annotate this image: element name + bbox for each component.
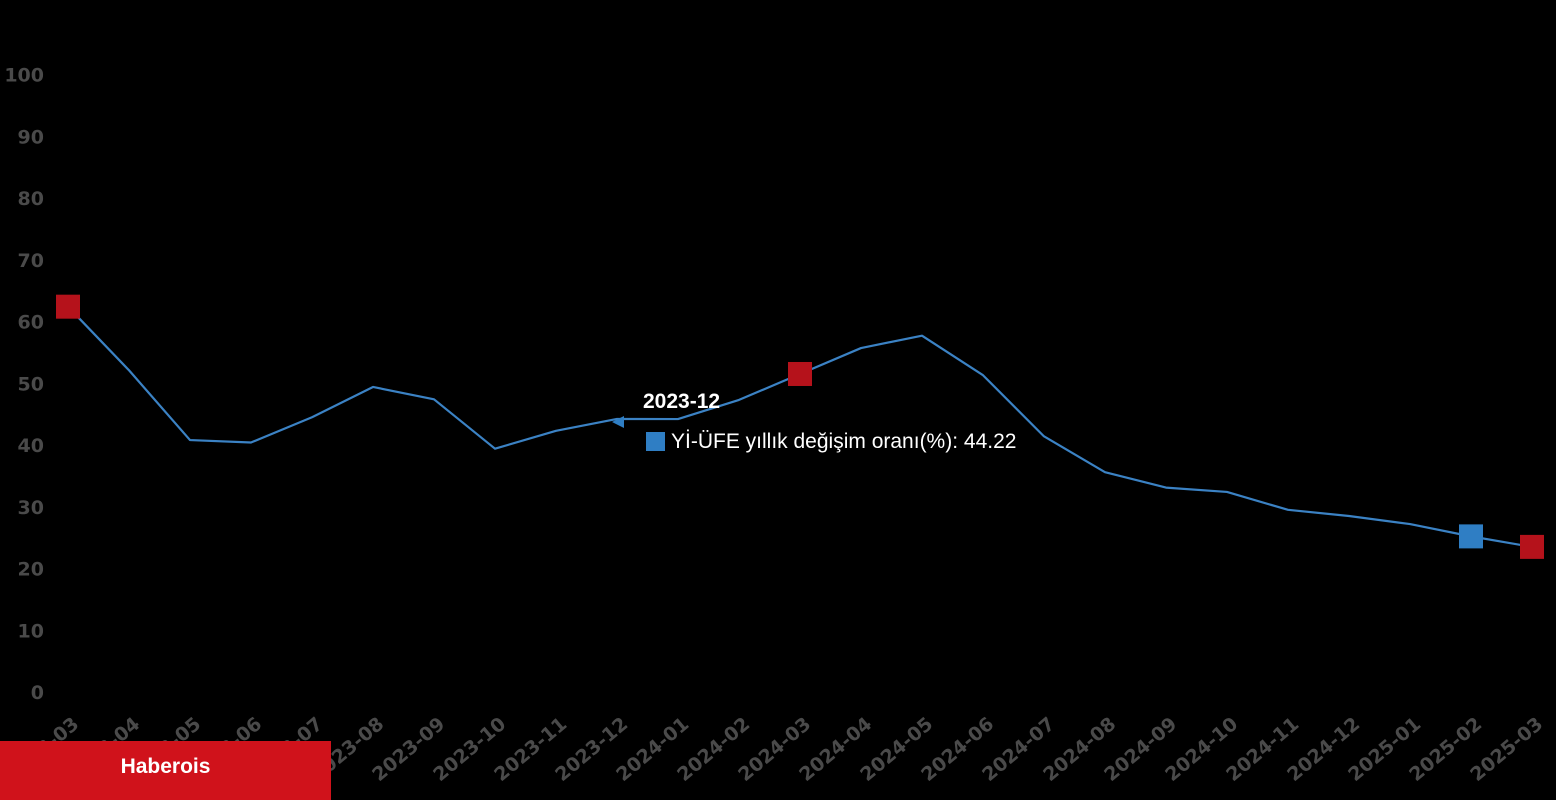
- y-tick-label: 10: [18, 620, 44, 642]
- y-tick-label: 90: [18, 126, 44, 148]
- series-layer: [67, 305, 1533, 548]
- y-tick-label: 30: [18, 497, 44, 519]
- series-marker[interactable]: [788, 361, 812, 386]
- tooltip: 2023-12 Yİ-ÜFE yıllık değişim oranı(%): …: [612, 390, 1016, 453]
- tooltip-pointer: [612, 416, 624, 428]
- y-tick-label: 50: [18, 373, 44, 395]
- tooltip-series-text: Yİ-ÜFE yıllık değişim oranı(%): 44.22: [671, 430, 1016, 453]
- marker-layer: [56, 294, 1544, 559]
- y-tick-label: 40: [18, 435, 44, 457]
- series-line: [67, 305, 1533, 548]
- series-marker[interactable]: [56, 294, 80, 319]
- y-tick-label: 80: [18, 188, 44, 210]
- tooltip-title: 2023-12: [643, 390, 720, 413]
- series-marker[interactable]: [1459, 524, 1483, 549]
- y-tick-label: 0: [31, 682, 44, 704]
- brand-badge[interactable]: Haberois: [0, 741, 331, 800]
- series-marker[interactable]: [1520, 534, 1544, 559]
- brand-label: Haberois: [120, 755, 211, 778]
- y-tick-label: 70: [18, 250, 44, 272]
- tooltip-series-swatch: [646, 432, 665, 451]
- y-tick-label: 20: [18, 559, 44, 581]
- y-tick-label: 60: [18, 312, 44, 334]
- y-axis: 0 10 20 30 40 50 60 70 80 90 100: [4, 65, 44, 705]
- y-tick-label: 100: [4, 65, 44, 87]
